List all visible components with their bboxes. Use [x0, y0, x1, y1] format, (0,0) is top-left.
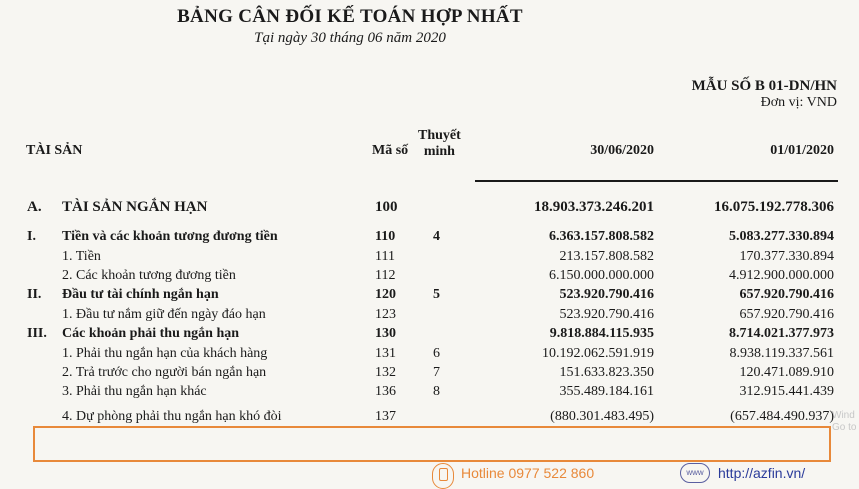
row-note: 7 [433, 365, 440, 380]
row-code: 132 [375, 365, 396, 380]
row-number: I. [27, 229, 36, 244]
row-label: 1. Đầu tư nắm giữ đến ngày đáo hạn [62, 307, 266, 322]
row-label: TÀI SẢN NGẮN HẠN [62, 199, 208, 215]
row-code: 112 [375, 268, 396, 283]
row-label: 1. Tiền [62, 249, 101, 264]
row-value-date1: 18.903.373.246.201 [534, 199, 654, 215]
row-label: 3. Phải thu ngắn hạn khác [62, 384, 207, 399]
table-row-highlighted: 4. Dự phòng phải thu ngắn hạn khó đòi 13… [0, 409, 859, 428]
table-row: III. Các khoản phải thu ngắn hạn 130 9.8… [0, 326, 859, 346]
row-number: A. [27, 199, 42, 215]
row-code: 136 [375, 384, 396, 399]
row-value-date1: 151.633.823.350 [559, 365, 655, 380]
report-date: Tại ngày 30 tháng 06 năm 2020 [254, 30, 446, 46]
row-value-date2: 5.083.277.330.894 [729, 229, 834, 244]
table-row: I. Tiền và các khoản tương đương tiền 11… [0, 229, 859, 249]
row-value-date1: 6.363.157.808.582 [549, 229, 654, 244]
row-code: 137 [375, 409, 396, 424]
row-code: 130 [375, 326, 396, 341]
row-value-date1: 523.920.790.416 [559, 287, 655, 302]
row-value-date2: 312.915.441.439 [739, 384, 835, 399]
row-code: 111 [375, 249, 395, 264]
row-value-date2: 16.075.192.778.306 [714, 199, 834, 215]
highlight-box [33, 426, 831, 462]
row-code: 100 [375, 199, 398, 215]
row-code: 123 [375, 307, 396, 322]
row-code: 131 [375, 346, 396, 361]
table-row: 1. Tiền 111 213.157.808.582 170.377.330.… [0, 249, 859, 268]
row-label: 4. Dự phòng phải thu ngắn hạn khó đòi [62, 409, 282, 424]
row-note: 6 [433, 346, 440, 361]
row-label: 2. Trả trước cho người bán ngắn hạn [62, 365, 267, 380]
table-row: 3. Phải thu ngắn hạn khác 136 8 355.489.… [0, 384, 859, 403]
balance-sheet-rows: A. TÀI SẢN NGẮN HẠN 100 18.903.373.246.2… [0, 199, 859, 428]
column-header-date2: 01/01/2020 [770, 143, 834, 158]
row-code: 110 [375, 229, 396, 244]
row-label: Các khoản phải thu ngắn hạn [62, 326, 240, 341]
currency-unit: Đơn vị: VND [760, 95, 837, 110]
row-value-date2: 170.377.330.894 [739, 249, 835, 264]
table-row: 2. Trả trước cho người bán ngắn hạn 132 … [0, 365, 859, 384]
table-row: A. TÀI SẢN NGẮN HẠN 100 18.903.373.246.2… [0, 199, 859, 218]
row-value-date2: 120.471.089.910 [739, 365, 835, 380]
phone-icon [432, 463, 454, 489]
column-header-code: Mã số [372, 143, 409, 158]
row-value-date1: 10.192.062.591.919 [542, 346, 654, 361]
table-row: II. Đầu tư tài chính ngắn hạn 120 5 523.… [0, 287, 859, 307]
header-divider [475, 180, 838, 182]
column-header-note: Thuyết minh [418, 128, 461, 160]
row-value-date1: 213.157.808.582 [559, 249, 655, 264]
row-value-date2: (657.484.490.937) [730, 409, 834, 424]
row-value-date1: 355.489.184.161 [559, 384, 655, 399]
row-label: 1. Phải thu ngắn hạn của khách hàng [62, 346, 268, 361]
row-number: III. [27, 326, 47, 341]
row-note: 5 [433, 287, 440, 302]
row-value-date2: 8.938.119.337.561 [729, 346, 834, 361]
row-code: 120 [375, 287, 396, 302]
table-row: 2. Các khoản tương đương tiền 112 6.150.… [0, 268, 859, 287]
row-label: Tiền và các khoản tương đương tiền [62, 229, 278, 244]
watermark-line1: Wind [832, 410, 855, 421]
hotline-text[interactable]: Hotline 0977 522 860 [461, 465, 595, 481]
website-link[interactable]: http://azfin.vn/ [718, 465, 806, 481]
row-value-date2: 4.912.900.000.000 [729, 268, 834, 283]
row-value-date1: 9.818.884.115.935 [549, 326, 654, 341]
row-number: II. [27, 287, 42, 302]
report-title: BẢNG CÂN ĐỐI KẾ TOÁN HỢP NHẤT [177, 6, 523, 27]
row-value-date1: 6.150.000.000.000 [549, 268, 654, 283]
column-header-assets: TÀI SẢN [26, 143, 83, 158]
row-value-date1: (880.301.483.495) [550, 409, 654, 424]
row-value-date2: 657.920.790.416 [739, 287, 835, 302]
column-header-note-line2: minh [423, 144, 455, 159]
footer-bar: Hotline 0977 522 860 www http://azfin.vn… [0, 463, 859, 489]
row-label: 2. Các khoản tương đương tiền [62, 268, 236, 283]
column-header-note-line1: Thuyết [418, 128, 461, 143]
table-row: 1. Phải thu ngắn hạn của khách hàng 131 … [0, 346, 859, 365]
row-value-date2: 657.920.790.416 [739, 307, 835, 322]
table-row: 1. Đầu tư nắm giữ đến ngày đáo hạn 123 5… [0, 307, 859, 326]
watermark-line2: Go to a [832, 422, 859, 433]
form-code: MẪU SỐ B 01-DN/HN [691, 78, 837, 94]
row-note: 4 [433, 229, 440, 244]
column-header-date1: 30/06/2020 [590, 143, 654, 158]
row-label: Đầu tư tài chính ngắn hạn [62, 287, 219, 302]
row-value-date1: 523.920.790.416 [559, 307, 655, 322]
row-value-date2: 8.714.021.377.973 [729, 326, 834, 341]
www-icon: www [680, 463, 710, 483]
row-note: 8 [433, 384, 440, 399]
activation-watermark: Wind Go to a [832, 410, 859, 434]
